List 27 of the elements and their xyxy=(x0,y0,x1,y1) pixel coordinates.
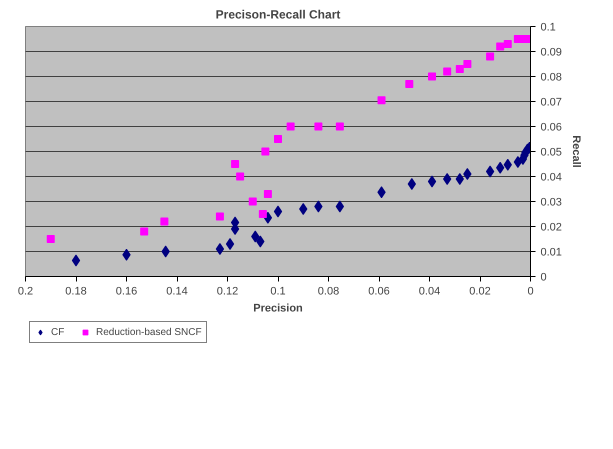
y-tick-label: 0.06 xyxy=(540,122,562,134)
y-tick-label: 0.08 xyxy=(540,72,562,84)
y-tick-label: 0.05 xyxy=(540,146,562,158)
x-tick-label: 0.14 xyxy=(166,286,188,298)
x-tick-label: 0.2 xyxy=(18,286,34,298)
y-tick-label: 0.09 xyxy=(540,46,562,58)
y-axis-title: Recall xyxy=(570,135,582,168)
y-tick-label: 0.01 xyxy=(540,246,562,258)
x-tick-label: 0.1 xyxy=(270,286,286,298)
legend-label: Reduction-based SNCF xyxy=(96,326,202,338)
y-tick-label: 0.07 xyxy=(540,96,562,108)
x-tick-label: 0.06 xyxy=(368,286,390,298)
x-tick-label: 0 xyxy=(527,286,534,298)
y-tick-label: 0 xyxy=(540,272,547,284)
y-tick-label: 0.03 xyxy=(540,196,562,208)
y-tick-label: 0.02 xyxy=(540,222,562,234)
legend-label: CF xyxy=(51,326,66,338)
x-tick-label: 0.08 xyxy=(318,286,340,298)
x-tick-label: 0.02 xyxy=(469,286,491,298)
x-axis-title: Precision xyxy=(253,302,304,314)
y-tick-label: 0.04 xyxy=(540,172,562,184)
x-tick-label: 0.12 xyxy=(216,286,238,298)
y-tick-label: 0.1 xyxy=(540,22,556,34)
chart-title: Precison-Recall Chart xyxy=(216,8,340,22)
x-tick-label: 0.18 xyxy=(65,286,87,298)
x-tick-label: 0.04 xyxy=(418,286,440,298)
x-tick-label: 0.16 xyxy=(116,286,138,298)
